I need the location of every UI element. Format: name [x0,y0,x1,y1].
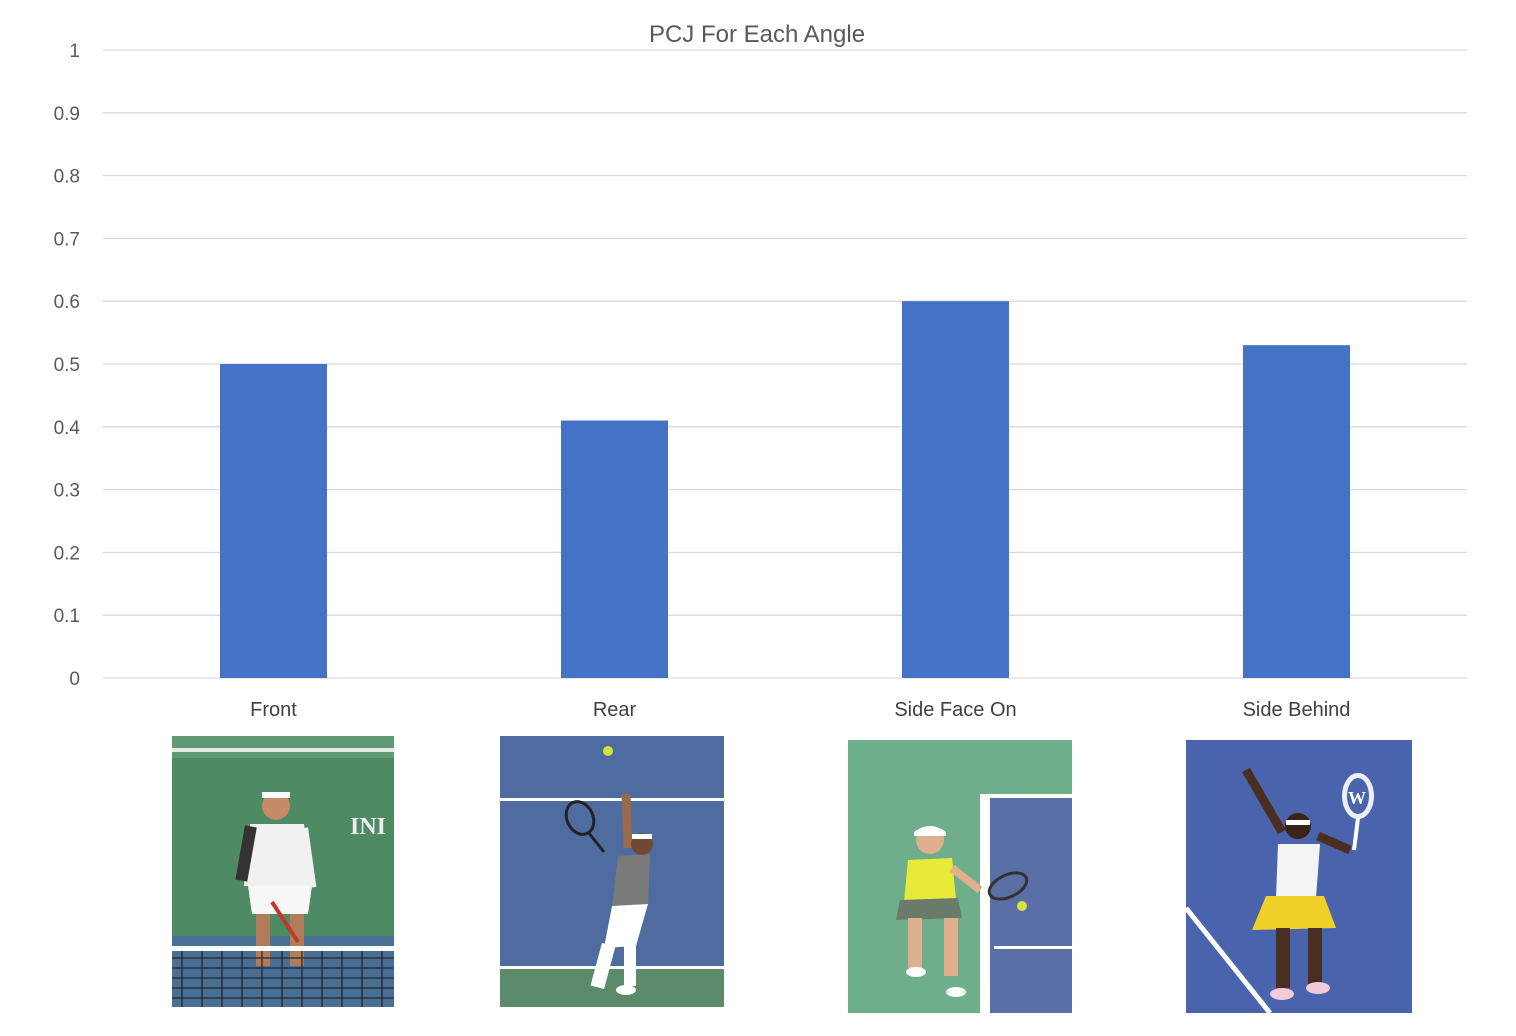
y-tick-label: 0.7 [54,229,80,250]
y-tick-label: 0.1 [54,606,80,627]
photo-front: INI [172,736,394,1007]
bars [220,301,1350,678]
bar-front [220,364,327,678]
y-tick-label: 0.2 [54,543,80,564]
y-tick-label: 0.8 [54,167,80,188]
banner-text: INI [350,814,386,840]
bar-side-behind [1243,345,1350,678]
bar-chart: PCJ For Each Angle 0 0.1 0.2 0.3 0.4 0.5 0.6 0.… [54,21,1467,721]
y-tick-label: 0 [69,669,80,690]
x-category-label: Side Behind [1243,699,1351,721]
x-axis-categories: Front Rear Side Face On Side Behind [250,699,1350,721]
y-tick-label: 0.3 [54,481,80,502]
chart-title: PCJ For Each Angle [649,21,865,48]
y-tick-label: 0.9 [54,104,80,125]
photo-side-face-on [848,740,1072,1013]
bar-rear [561,420,668,678]
photo-side-behind: W [1186,740,1412,1013]
bar-side-face-on [902,301,1009,678]
gridlines [103,49,1467,679]
x-category-label: Side Face On [894,699,1016,721]
svg-text:W: W [1348,788,1366,808]
y-axis-ticks: 0 0.1 0.2 0.3 0.4 0.5 0.6 0.7 0.8 0.9 1 [54,41,81,690]
photo-rear [500,736,724,1007]
x-category-label: Rear [593,699,637,721]
x-category-label: Front [250,699,297,721]
y-tick-label: 0.4 [54,418,81,439]
y-tick-label: 1 [69,41,80,62]
y-tick-label: 0.6 [54,292,80,313]
y-tick-label: 0.5 [54,355,80,376]
